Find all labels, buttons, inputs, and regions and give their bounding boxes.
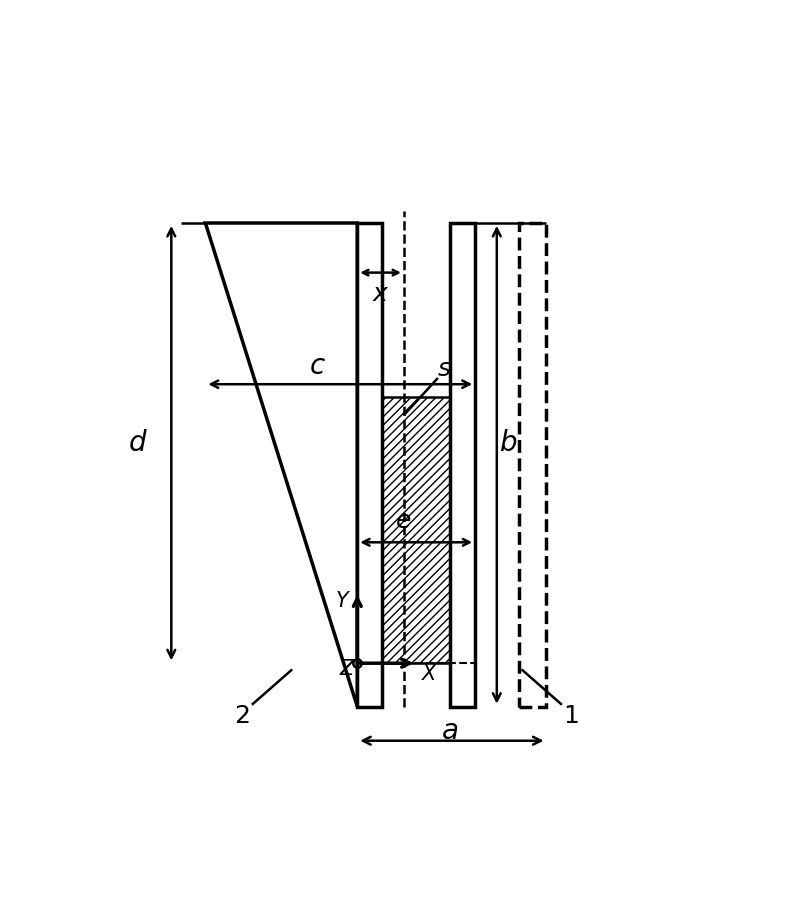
Text: e: e bbox=[396, 509, 411, 532]
Bar bbox=[518, 223, 546, 706]
Text: Y: Y bbox=[335, 591, 348, 612]
Text: X: X bbox=[422, 664, 436, 684]
Text: a: a bbox=[442, 717, 459, 745]
Text: b: b bbox=[500, 429, 518, 457]
Text: 1: 1 bbox=[563, 704, 579, 728]
Text: s: s bbox=[438, 356, 450, 381]
Text: 2: 2 bbox=[234, 704, 250, 728]
Text: x: x bbox=[373, 282, 388, 307]
Text: Z: Z bbox=[339, 659, 354, 679]
Text: c: c bbox=[310, 352, 325, 380]
Bar bbox=[450, 223, 475, 706]
Polygon shape bbox=[358, 397, 475, 663]
Text: d: d bbox=[128, 429, 146, 457]
Bar bbox=[358, 223, 382, 706]
